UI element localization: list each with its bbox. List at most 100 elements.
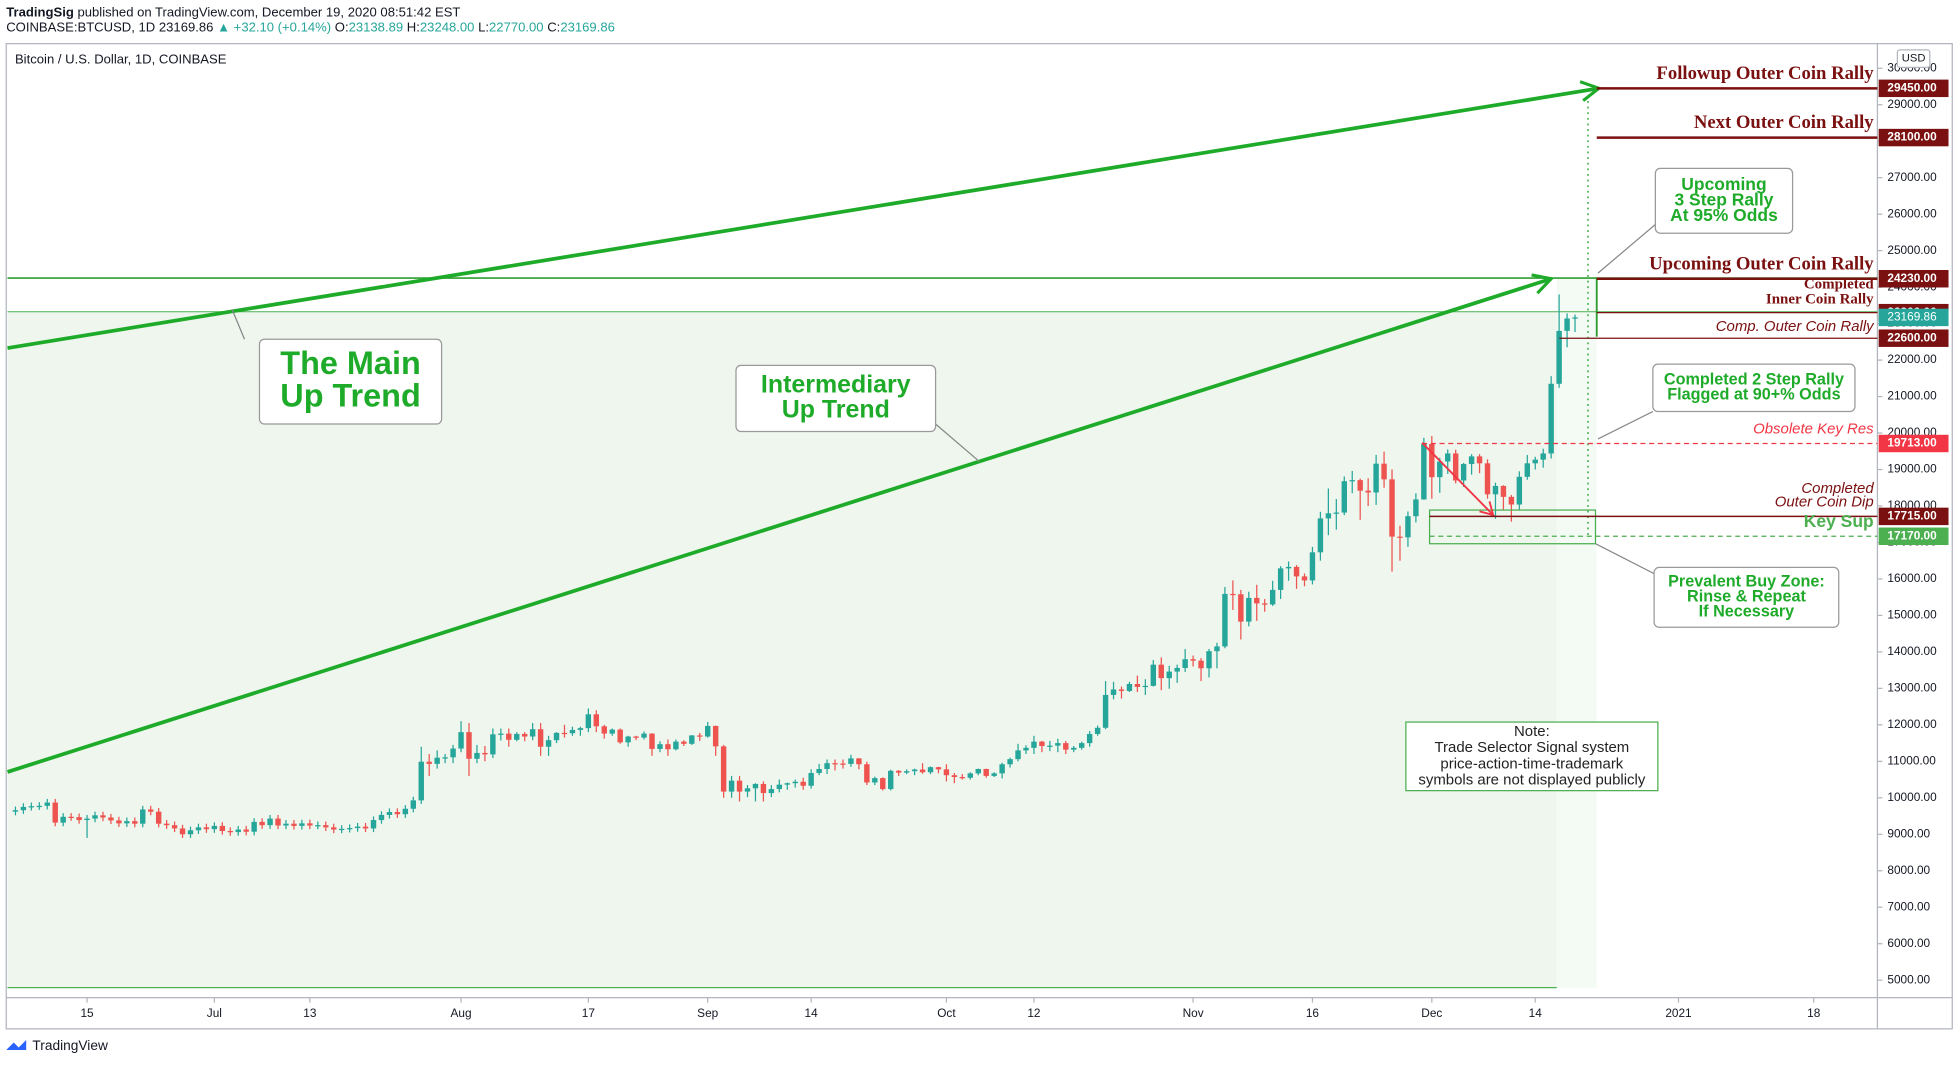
trend-zone-edge xyxy=(1556,278,1597,988)
candle-body xyxy=(315,825,321,827)
candle-body xyxy=(203,827,210,830)
x-tick-label: 14 xyxy=(1529,1006,1543,1020)
candle-body xyxy=(792,781,798,784)
candle-body xyxy=(776,784,783,790)
candle-body xyxy=(1429,443,1435,478)
trend-arrowhead xyxy=(1531,273,1555,295)
level-text: Inner Coin Rally xyxy=(1766,292,1874,308)
candle-body xyxy=(84,818,90,821)
level-text: Followup Outer Coin Rally xyxy=(1656,63,1874,84)
candle-body xyxy=(681,741,687,744)
candle-body xyxy=(44,802,50,806)
callout-pointer xyxy=(1597,223,1656,274)
candle-body xyxy=(832,763,838,765)
currency-box xyxy=(1896,49,1931,68)
level-label: 17715.00 xyxy=(1887,509,1937,523)
candle-body xyxy=(553,732,560,741)
candle-body xyxy=(927,767,934,773)
candle-body xyxy=(338,828,345,831)
y-tick-label: 9000.00 xyxy=(1887,826,1930,840)
candle-body xyxy=(299,823,305,826)
candle-body xyxy=(617,729,623,743)
candle-body xyxy=(498,733,504,735)
candle-body xyxy=(1031,741,1037,748)
candle-body xyxy=(426,761,432,764)
candle-body xyxy=(68,816,74,819)
candle-body xyxy=(243,829,249,832)
candle-body xyxy=(1063,743,1069,750)
candle-body xyxy=(36,805,43,808)
candle-body xyxy=(1158,664,1164,679)
candle-body xyxy=(514,733,520,740)
h-value: 23248.00 xyxy=(420,20,475,35)
candle-body xyxy=(1174,667,1180,672)
candle-body xyxy=(458,732,464,749)
c-key: C: xyxy=(547,20,560,35)
candle-body xyxy=(1397,536,1403,538)
candle-body xyxy=(378,814,385,821)
o-key: O: xyxy=(335,20,349,35)
y-tick-label: 27000.00 xyxy=(1887,170,1937,184)
price: 23169.86 xyxy=(159,20,214,35)
y-tick-label: 29000.00 xyxy=(1887,97,1937,111)
callout-text: Note: xyxy=(1514,723,1550,740)
candle-body xyxy=(251,821,257,832)
level-text: Obsolete Key Res xyxy=(1753,421,1874,438)
callout-text: Flagged at 90+% Odds xyxy=(1667,386,1840,404)
y-tick-label: 26000.00 xyxy=(1887,206,1937,220)
candle-body xyxy=(911,769,918,772)
callout-box xyxy=(258,338,443,425)
callout-text: 3 Step Rally xyxy=(1674,189,1773,209)
candle-body xyxy=(1516,476,1523,505)
candle-body xyxy=(784,783,790,785)
x-tick-label: 14 xyxy=(805,1006,819,1020)
candle-body xyxy=(1333,512,1340,514)
candle-body xyxy=(1222,593,1228,647)
candle-body xyxy=(1262,603,1268,605)
callout-box xyxy=(1654,167,1794,234)
candle-body xyxy=(864,764,870,783)
x-tick-label: 16 xyxy=(1306,1006,1320,1020)
candle-body xyxy=(1214,646,1220,652)
candle-body xyxy=(1540,453,1546,460)
candle-body xyxy=(1492,485,1499,495)
candle-body xyxy=(1238,594,1244,622)
footer-logo xyxy=(6,1040,27,1051)
level-label-box xyxy=(1878,270,1949,288)
candle-body xyxy=(163,823,170,826)
candle-body xyxy=(1230,593,1236,596)
candle-body xyxy=(880,778,886,790)
candle-body xyxy=(975,768,981,774)
candle-body xyxy=(601,726,607,734)
y-tick-label: 14000.00 xyxy=(1887,644,1937,658)
candle-body xyxy=(1365,490,1371,493)
candle-body xyxy=(1134,683,1141,687)
h-key: H: xyxy=(407,20,420,35)
candle-body xyxy=(800,781,806,786)
y-tick-label: 25000.00 xyxy=(1887,243,1937,257)
candle-body xyxy=(943,769,950,776)
candle-body xyxy=(354,826,361,829)
callout-text: Intermediary xyxy=(761,371,911,399)
candle-body xyxy=(323,825,329,828)
candle-body xyxy=(60,816,66,823)
candle-body xyxy=(808,772,814,786)
candle-body xyxy=(1460,464,1467,481)
callout-box xyxy=(1653,566,1840,628)
candle-body xyxy=(959,777,966,779)
candle-body xyxy=(1110,689,1117,695)
symbol: COINBASE:BTCUSD, 1D xyxy=(6,20,155,35)
level-label-box xyxy=(1878,79,1949,98)
candle-body xyxy=(402,808,409,815)
candle-body xyxy=(291,823,297,826)
level-label: 17170.00 xyxy=(1887,528,1937,542)
candle-body xyxy=(705,725,711,737)
level-text: Key Sup xyxy=(1804,511,1874,531)
candle-body xyxy=(92,815,98,819)
candle-body xyxy=(1556,330,1562,384)
candle-body xyxy=(848,758,854,764)
candle-body xyxy=(1484,463,1491,495)
candle-body xyxy=(1389,479,1395,537)
currency: USD xyxy=(1902,53,1926,65)
level-text: Completed xyxy=(1804,277,1874,293)
